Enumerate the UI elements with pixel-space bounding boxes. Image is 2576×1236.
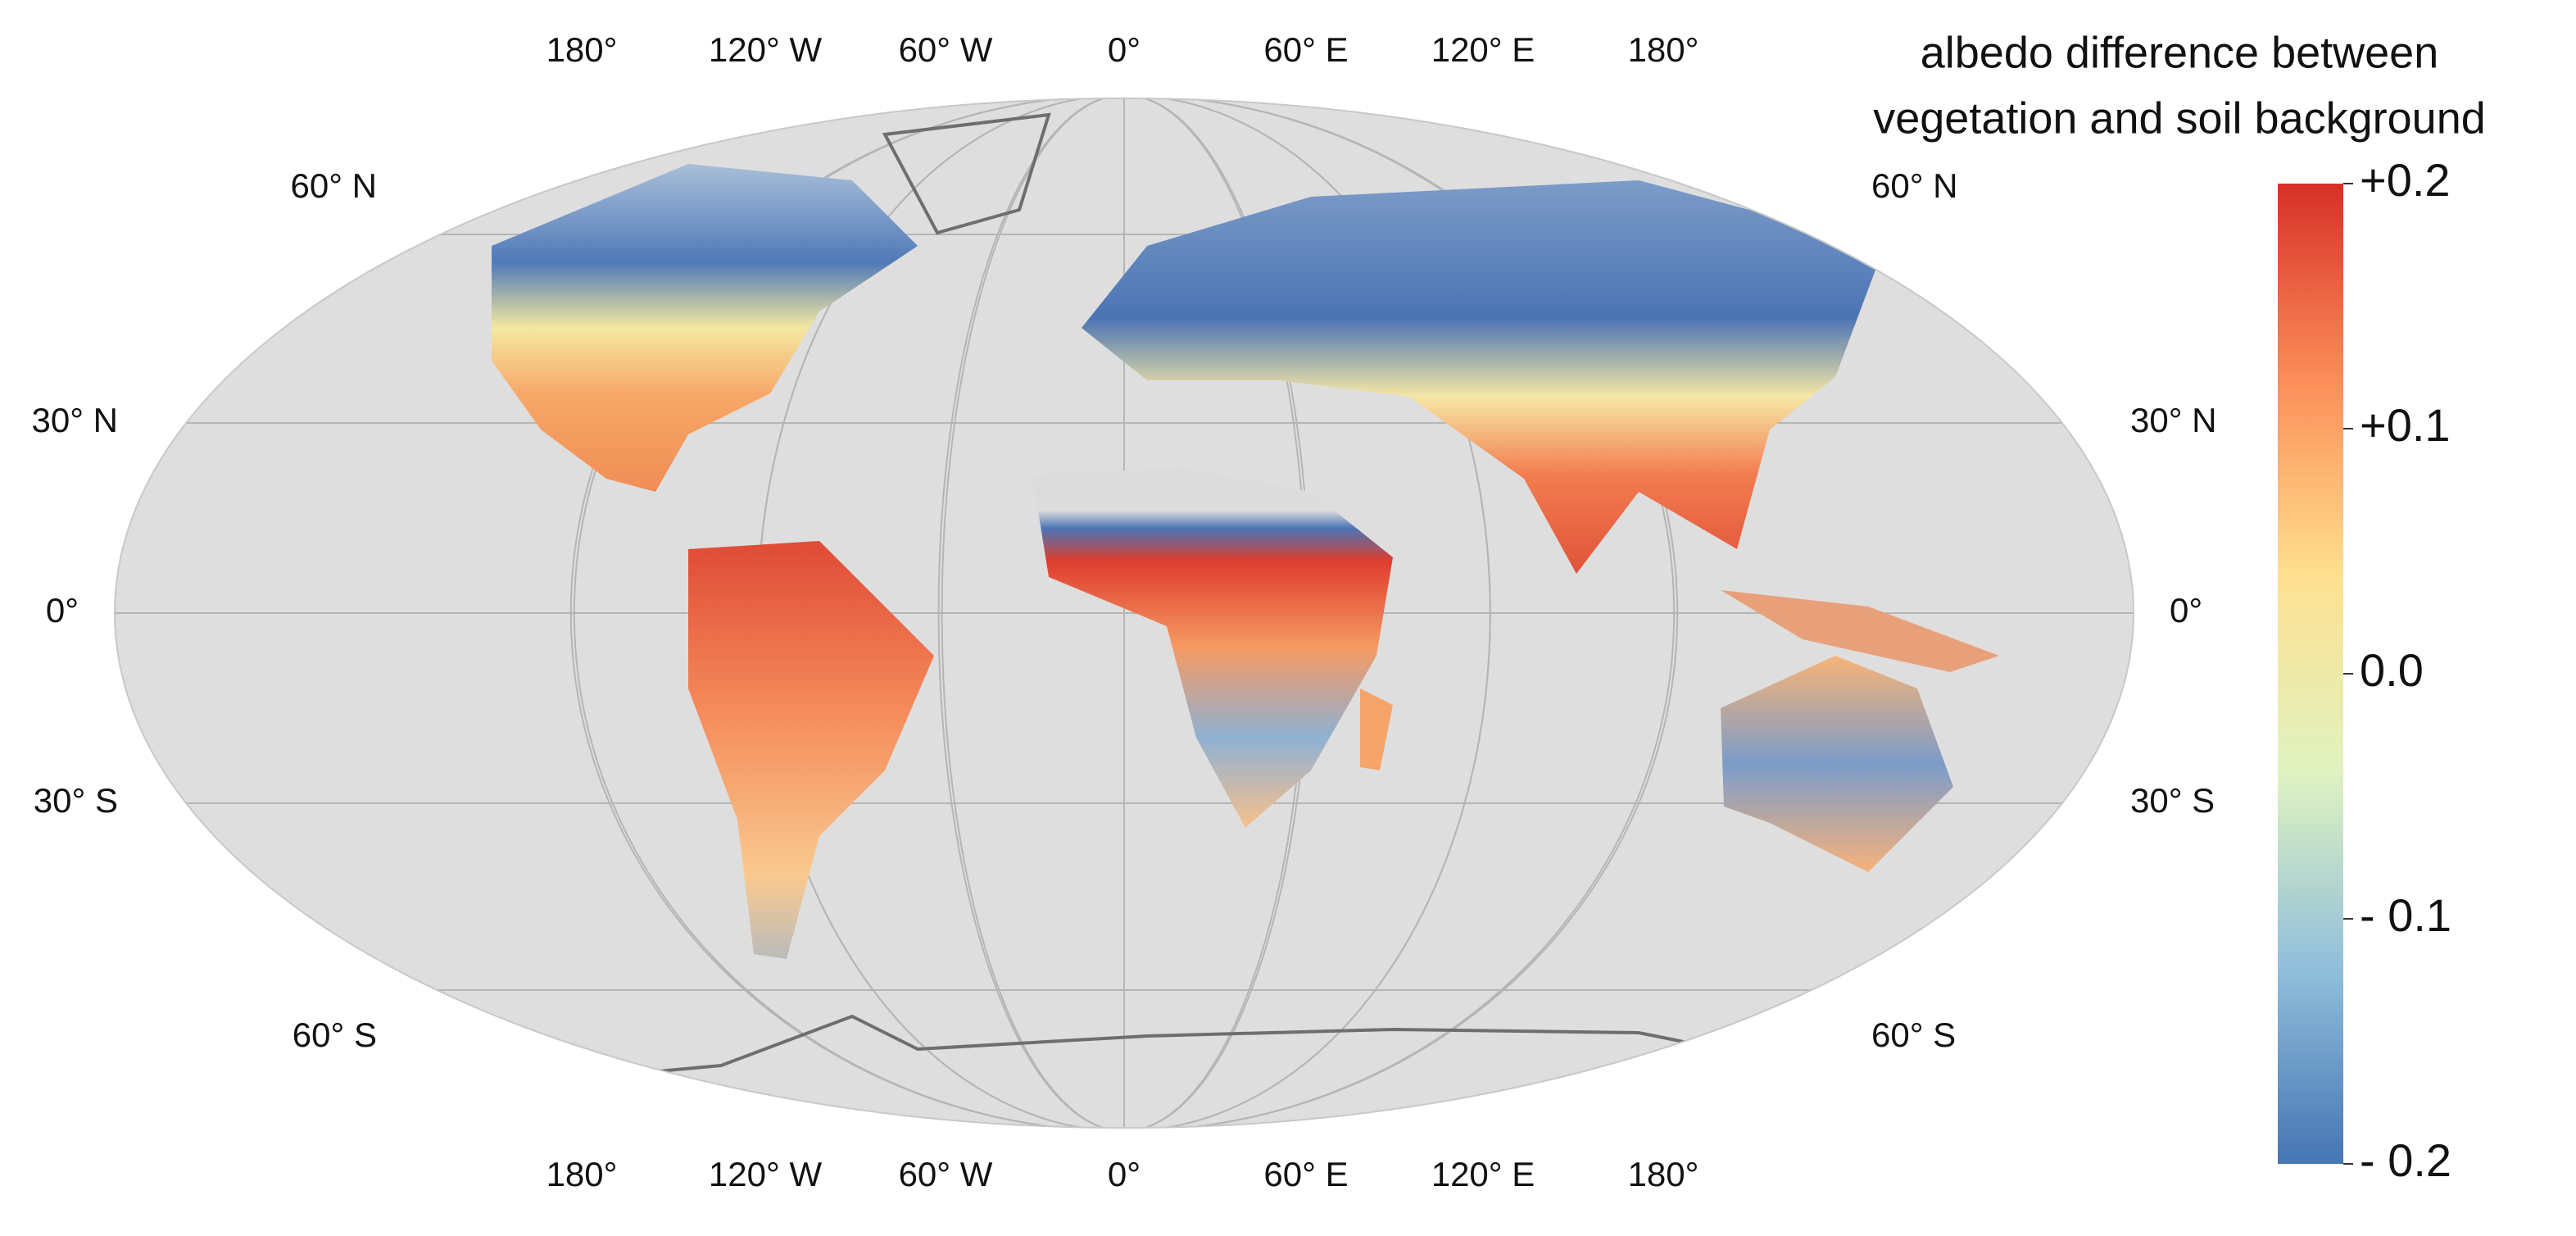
colorbar-tick-label: 0.0 xyxy=(2360,644,2424,696)
lon-label-top: 60° E xyxy=(1263,30,1348,69)
lat-label-right: 60° N xyxy=(1871,166,1958,205)
colorbar-tick-label: - 0.2 xyxy=(2360,1134,2451,1186)
south-america xyxy=(688,541,934,959)
colorbar-tick-label: - 0.1 xyxy=(2360,889,2451,941)
lat-label-right: 60° S xyxy=(1871,1016,1956,1054)
eurasia xyxy=(1082,180,1884,574)
lat-label-left: 60° N xyxy=(290,166,377,205)
lon-label-top: 120° W xyxy=(709,30,823,69)
colorbar-tick-label: +0.1 xyxy=(2360,399,2451,451)
lat-label-left: 0° xyxy=(46,591,79,629)
lon-label-bottom: 60° W xyxy=(899,1155,993,1193)
lat-label-right: 30° S xyxy=(2130,781,2215,820)
lon-label-bottom: 180° xyxy=(546,1155,618,1193)
land xyxy=(492,112,2052,1084)
lat-label-left: 30° N xyxy=(31,401,118,439)
colorbar-title: albedo difference between xyxy=(1921,28,2439,77)
lat-label-right: 30° N xyxy=(2130,401,2217,439)
lon-label-bottom: 0° xyxy=(1108,1155,1141,1193)
lon-label-bottom: 120° E xyxy=(1431,1155,1535,1193)
lon-label-top: 180° xyxy=(1628,30,1699,69)
lat-label-left: 60° S xyxy=(293,1016,377,1054)
lon-label-top: 60° W xyxy=(899,30,993,69)
colorbar xyxy=(2278,184,2343,1164)
madagascar xyxy=(1360,688,1393,770)
lat-label-left: 30° S xyxy=(34,781,118,820)
lon-label-bottom: 180° xyxy=(1628,1155,1699,1193)
lat-label-right: 0° xyxy=(2170,591,2202,629)
africa xyxy=(1032,467,1393,828)
australia xyxy=(1721,656,1953,872)
colorbar-tick-label: +0.2 xyxy=(2360,154,2451,206)
colorbar-title: vegetation and soil background xyxy=(1873,93,2486,143)
indonesia xyxy=(1721,590,1999,672)
lon-label-top: 0° xyxy=(1108,30,1141,69)
north-america xyxy=(492,164,918,492)
lon-label-bottom: 120° W xyxy=(709,1155,823,1193)
greenland xyxy=(882,112,1051,235)
lon-label-top: 120° E xyxy=(1431,30,1535,69)
lon-label-top: 180° xyxy=(546,30,618,69)
globe-outline xyxy=(114,98,2134,1129)
lon-label-bottom: 60° E xyxy=(1263,1155,1348,1193)
